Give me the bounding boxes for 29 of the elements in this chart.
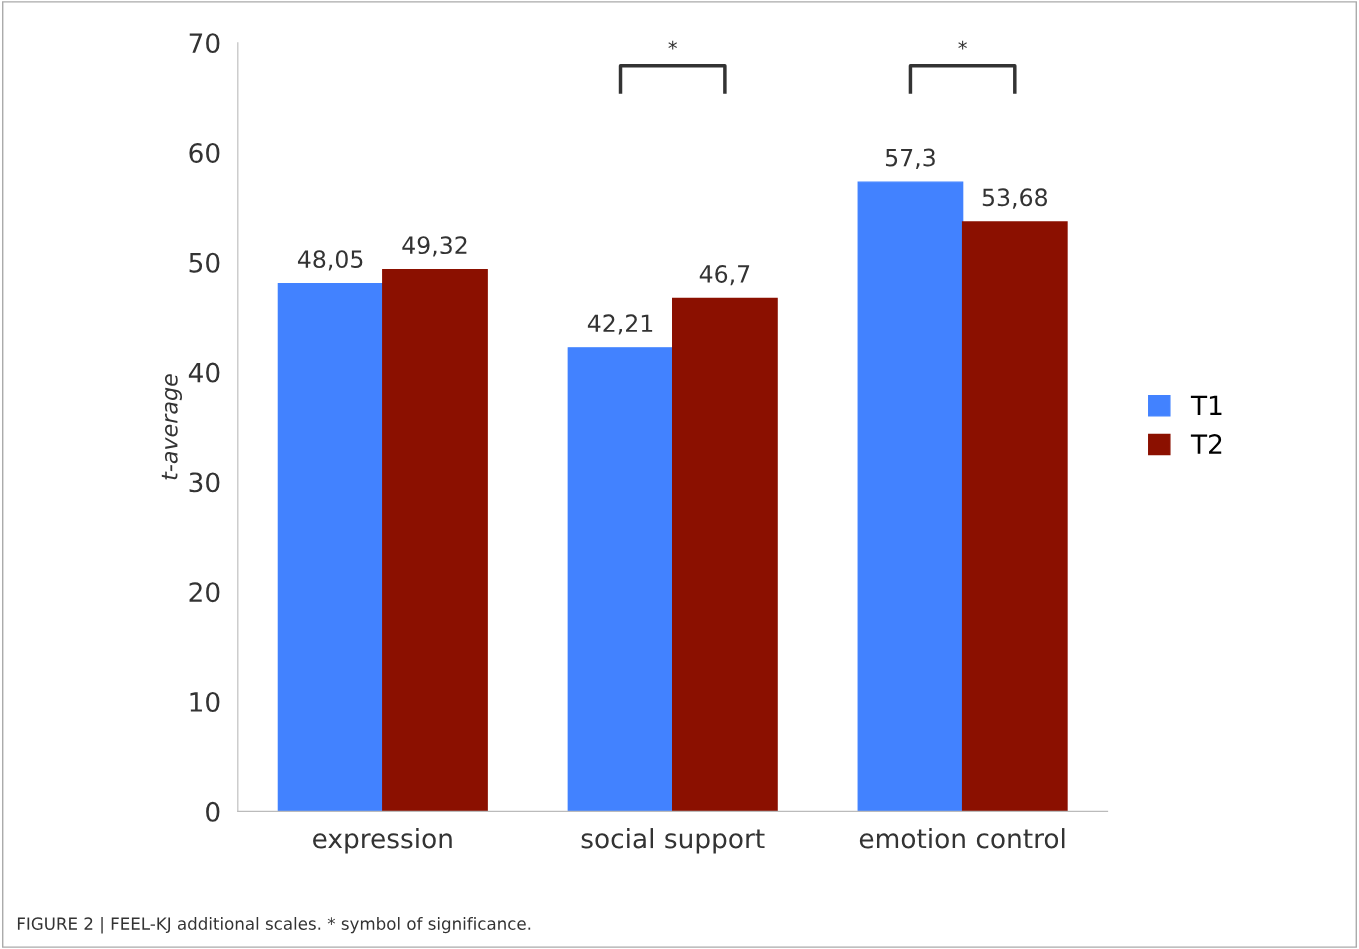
y-tick-label: 60 — [189, 142, 220, 163]
y-tick-label: 50 — [189, 252, 220, 273]
x-tick-label: emotion control — [859, 828, 1065, 849]
x-tick-label: social support — [581, 828, 765, 854]
data-label: 48,05 — [297, 250, 363, 271]
x-tick-label: expression — [313, 828, 452, 854]
y-tick-label: 30 — [189, 472, 220, 493]
y-tick-label: 40 — [188, 362, 220, 383]
data-label: 53,68 — [982, 188, 1047, 209]
y-tick-label: 20 — [189, 582, 220, 603]
bar — [857, 181, 964, 812]
y-tick-label: 10 — [190, 692, 220, 712]
y-axis-title: t-average — [161, 374, 183, 480]
bar — [277, 283, 384, 812]
bar — [382, 269, 488, 812]
annotation: * — [958, 40, 967, 50]
y-tick-label: 0 — [206, 801, 220, 822]
legend-label: T1 — [1190, 395, 1222, 415]
legend-label: T2 — [1190, 434, 1222, 454]
bar — [567, 347, 674, 812]
bar — [961, 221, 1068, 812]
y-tick-label: 70 — [189, 33, 220, 54]
annotation: * — [668, 40, 677, 50]
data-label: 57,3 — [885, 148, 935, 169]
data-label: 46,7 — [699, 265, 750, 286]
caption: FIGURE 2 | FEEL-KJ additional scales. * symbol of significance. — [17, 916, 531, 934]
data-label: 42,21 — [587, 314, 653, 335]
bar — [672, 297, 778, 812]
data-label: 49,32 — [402, 236, 467, 257]
